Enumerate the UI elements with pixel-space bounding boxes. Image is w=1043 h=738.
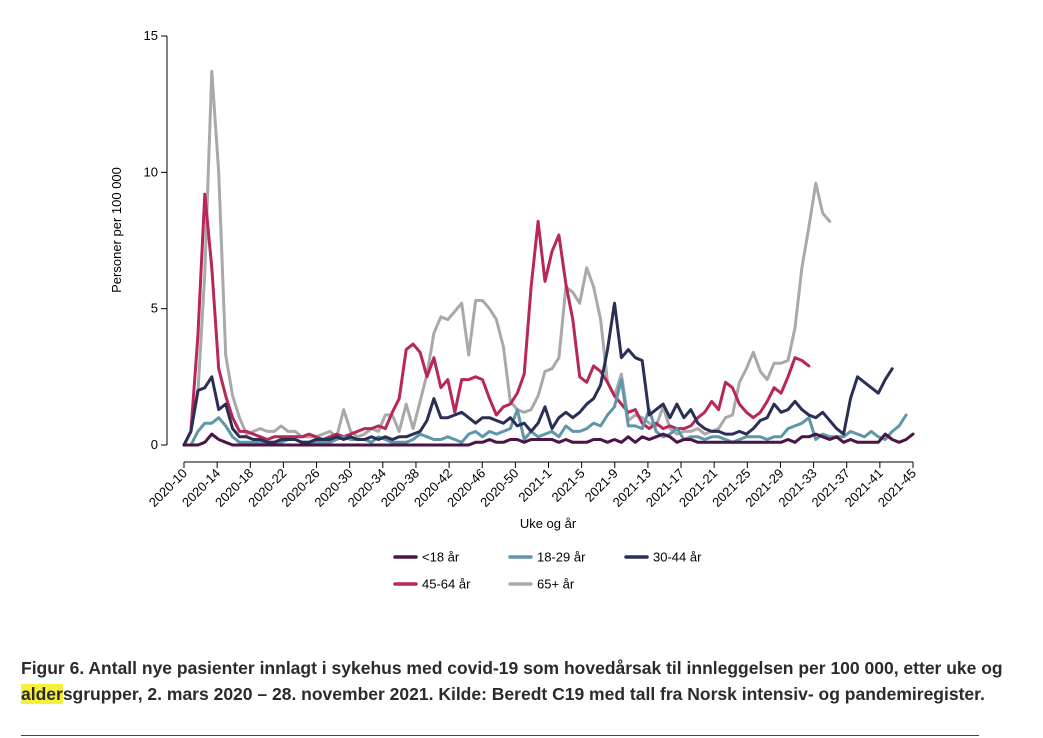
y-tick-label: 0 xyxy=(151,437,158,452)
x-tick-label: 2021-1 xyxy=(515,466,554,505)
series-line-3 xyxy=(182,192,811,447)
line-chart: 0 5 10 15 2020-102020-142020-182020-222020-… xyxy=(109,28,919,592)
plot-lines xyxy=(182,69,915,447)
series-line-1 xyxy=(182,378,908,447)
y-axis: 0 5 10 15 xyxy=(144,28,168,452)
y-tick-label: 5 xyxy=(151,301,158,316)
legend-label: 45-64 år xyxy=(422,577,471,592)
y-tick-label: 15 xyxy=(144,28,158,43)
legend-label: <18 år xyxy=(422,550,460,565)
caption-highlight: alder xyxy=(21,684,63,704)
figure-caption: Figur 6. Antall nye pasienter innlagt i … xyxy=(21,655,1021,707)
x-tick-label: 2021-5 xyxy=(549,466,588,505)
legend-label: 18-29 år xyxy=(537,550,586,565)
legend-label: 65+ år xyxy=(537,577,575,592)
series-line-0 xyxy=(182,432,915,447)
x-axis: 2020-102020-142020-182020-222020-262020-… xyxy=(146,461,919,510)
series-line-4 xyxy=(182,69,832,447)
x-axis-title: Uke og år xyxy=(520,516,577,531)
legend: <18 år 18-29 år 30-44 år 45-64 år 65+ år xyxy=(393,550,702,592)
caption-text-2: sgrupper, 2. mars 2020 – 28. november 20… xyxy=(62,684,985,704)
caption-text-1: Figur 6. Antall nye pasienter innlagt i … xyxy=(21,658,1003,678)
series-line-2 xyxy=(182,301,894,447)
legend-label: 30-44 år xyxy=(653,550,702,565)
y-tick-label: 10 xyxy=(144,164,158,179)
y-axis-title: Personer per 100 000 xyxy=(109,167,124,293)
caption-divider xyxy=(21,735,979,736)
